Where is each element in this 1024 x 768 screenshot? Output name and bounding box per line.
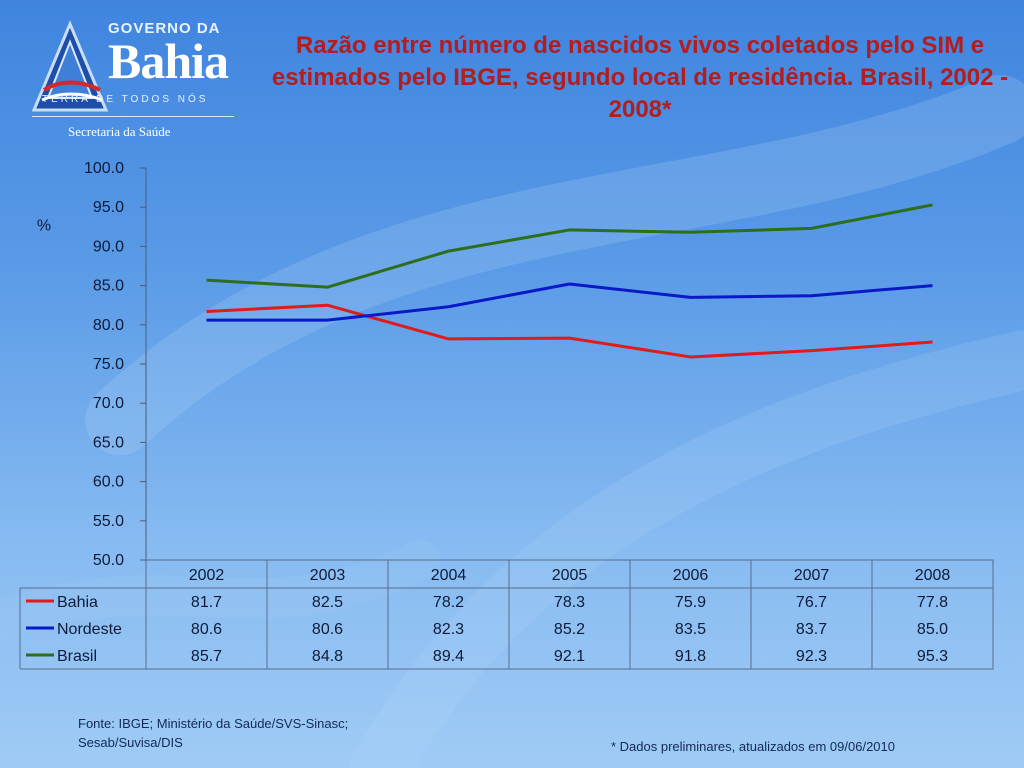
government-logo: GOVERNO DA Bahia TERRA DE TODOS NÓS Secr… [28,14,248,144]
logo-divider [32,116,234,117]
y-tick-label: 100.0 [84,160,124,177]
data-label: 89.4 [433,648,464,665]
x-tick-label: 2002 [189,567,225,584]
data-label: 82.3 [433,621,464,638]
data-label: 80.6 [191,621,222,638]
data-label: 92.3 [796,648,827,665]
y-tick-label: 60.0 [93,474,124,491]
data-label: 83.5 [675,621,706,638]
data-label: 92.1 [554,648,585,665]
data-label: 95.3 [917,648,948,665]
series-lines [206,203,933,359]
y-tick-label: 90.0 [93,238,124,255]
y-tick-label: 80.0 [93,317,124,334]
y-tick-label: 55.0 [93,513,124,530]
data-label: 85.2 [554,621,585,638]
y-tick-label: 85.0 [93,278,124,295]
logo-state-name: Bahia [108,33,229,89]
x-tick-label: 2007 [794,567,830,584]
table-frame [145,559,994,670]
x-tick-label: 2005 [552,567,588,584]
data-label: 78.3 [554,594,585,611]
logo-department: Secretaria da Saúde [68,124,171,139]
data-label: 85.0 [917,621,948,638]
y-tick-label: 70.0 [93,395,124,412]
logo-motto: TERRA DE TODOS NÓS [42,94,209,105]
data-label: 76.7 [796,594,827,611]
triangle-emblem-icon [31,20,109,112]
data-label: 83.7 [796,621,827,638]
x-tick-label: 2004 [431,567,467,584]
logo-government-text: GOVERNO DA [108,20,221,37]
series-line-brasil [206,203,933,289]
y-axis-label: % [37,218,51,235]
series-line-nordeste [206,282,933,322]
legend-label: Brasil [57,648,97,665]
data-label: 80.6 [312,621,343,638]
y-tick-label: 95.0 [93,199,124,216]
data-label: 75.9 [675,594,706,611]
y-tick-label: 65.0 [93,434,124,451]
series-line-bahia [206,303,933,359]
data-label: 91.8 [675,648,706,665]
data-label: 77.8 [917,594,948,611]
data-label: 78.2 [433,594,464,611]
data-label: 82.5 [312,594,343,611]
x-tick-label: 2006 [673,567,709,584]
legend-label: Bahia [57,594,98,611]
data-label: 81.7 [191,594,222,611]
data-label: 84.8 [312,648,343,665]
x-tick-label: 2008 [915,567,951,584]
data-label: 85.7 [191,648,222,665]
y-tick-label: 50.0 [93,552,124,569]
x-tick-label: 2003 [310,567,346,584]
y-axis: 50.0 55.0 60.0 65.0 70.0 75.0 80.0 85.0 90.0 95.0… [37,160,147,569]
legend-label: Nordeste [57,621,122,638]
source-note: Fonte: IBGE; Ministério da Saúde/SVS-Sin… [78,716,349,750]
y-tick-label: 75.0 [93,356,124,373]
chart-title: Razão entre número de nascidos vivos col… [271,32,1009,123]
preliminary-note: * Dados preliminares, atualizados em 09/… [611,739,896,754]
data-table: 2002 2003 2004 2005 2006 2007 2008 Bahia 81.7 82.… [19,559,994,670]
